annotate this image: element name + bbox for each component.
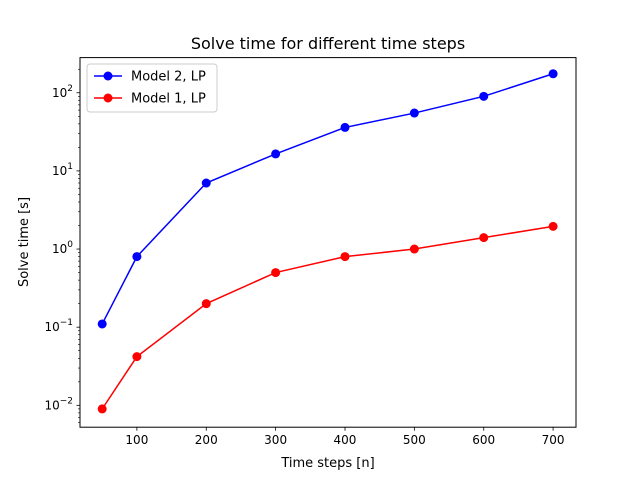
data-point: [97, 319, 107, 329]
y-tick-label: 102: [52, 84, 73, 100]
legend-marker: [103, 71, 113, 81]
data-point: [201, 299, 211, 309]
data-point: [409, 244, 419, 254]
data-point: [548, 69, 558, 79]
data-point: [479, 233, 489, 243]
data-point: [132, 352, 142, 362]
x-tick-label: 200: [195, 433, 218, 447]
legend: Model 2, LP Model 1, LP: [86, 63, 218, 113]
x-axis-label: Time steps [n]: [280, 456, 374, 471]
x-axis-ticks: 100 200 300 400 500 600 700: [125, 427, 565, 447]
plot-area: [97, 69, 558, 414]
chart-title: Solve time for different time steps: [191, 34, 465, 53]
y-axis-label: Solve time [s]: [17, 197, 32, 287]
series-line-2: [101, 225, 554, 410]
data-point: [340, 122, 350, 132]
x-tick-label: 100: [125, 433, 148, 447]
y-tick-label: 101: [52, 162, 73, 178]
x-tick-label: 600: [472, 433, 495, 447]
x-tick-label: 400: [334, 433, 357, 447]
data-point: [271, 149, 281, 159]
series-line-1: [101, 73, 554, 325]
data-point: [548, 221, 558, 231]
x-tick-label: 500: [403, 433, 426, 447]
data-point: [97, 404, 107, 414]
y-axis-ticks: 10−2 10−1 100 101 102: [44, 68, 80, 423]
data-point: [271, 268, 281, 278]
y-tick-label: 10−2: [44, 396, 73, 412]
data-point: [132, 252, 142, 262]
data-point: [479, 91, 489, 101]
y-tick-label: 100: [52, 240, 73, 256]
y-tick-label: 10−1: [44, 318, 73, 334]
legend-label: Model 1, LP: [131, 92, 206, 107]
x-tick-label: 700: [542, 433, 565, 447]
data-point: [409, 108, 419, 118]
data-point: [340, 252, 350, 262]
legend-marker: [103, 93, 113, 103]
axes-frame: [79, 57, 577, 428]
legend-label: Model 2, LP: [131, 70, 206, 85]
x-tick-label: 300: [264, 433, 287, 447]
data-point: [201, 178, 211, 188]
